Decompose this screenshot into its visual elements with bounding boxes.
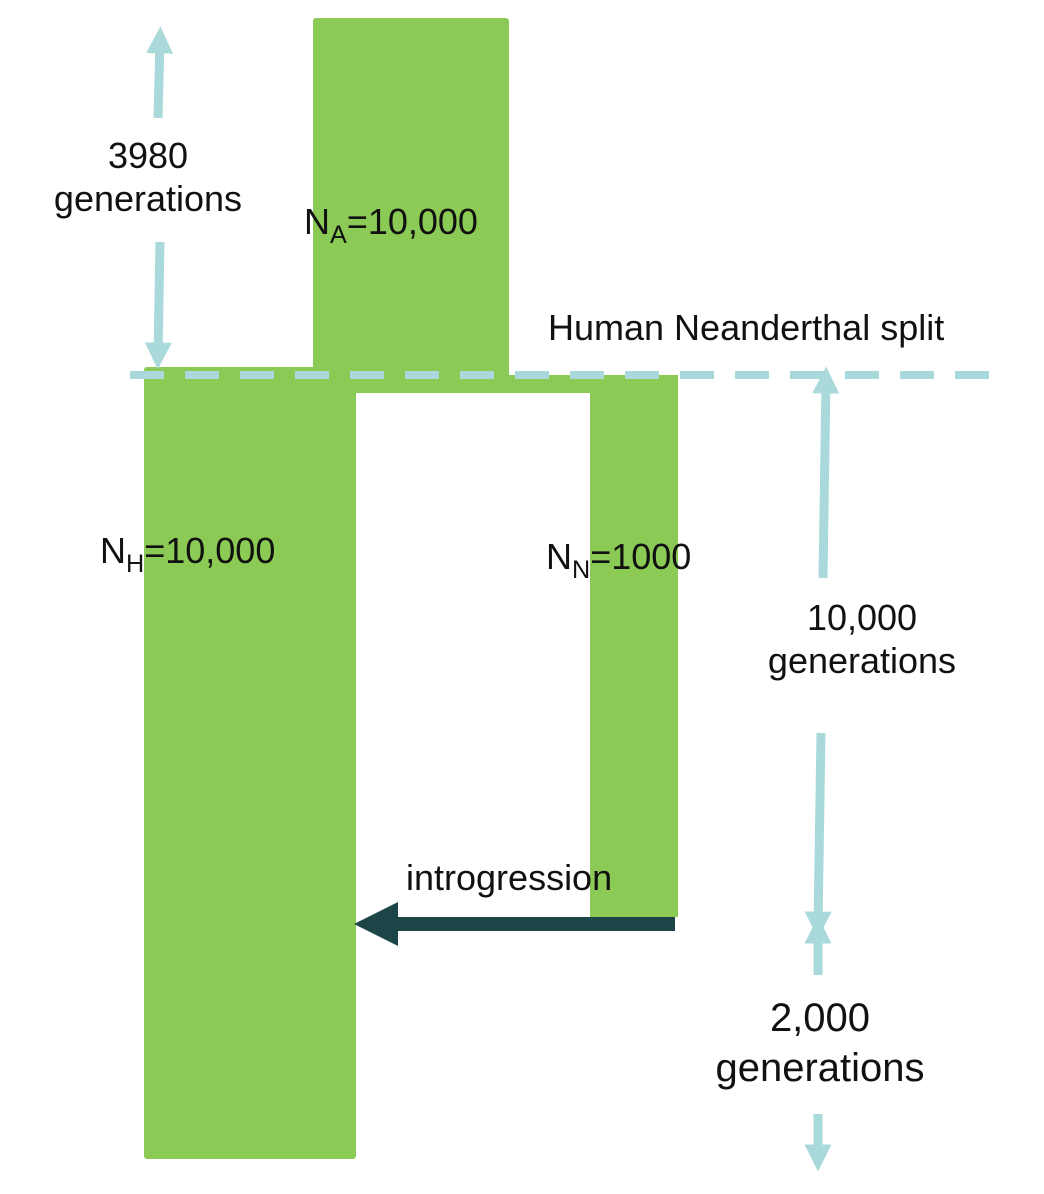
recent-duration-value: 2,000 <box>769 996 871 1040</box>
human-population-label: NH=10,000 <box>100 529 276 578</box>
introgression-label: introgression <box>406 857 613 898</box>
split-duration-value: 10,000 <box>806 597 918 638</box>
ancestral-label-subscript: A <box>330 220 347 249</box>
ancestral-population-block <box>313 18 509 378</box>
human-label-suffix: =10,000 <box>144 530 276 571</box>
neanderthal-label-prefix: N <box>546 536 572 577</box>
human-label-subscript: H <box>126 549 145 578</box>
split-duration-unit: generations <box>767 640 957 682</box>
recent-duration-unit: generations <box>715 1046 925 1090</box>
ancestral-label-prefix: N <box>304 201 330 242</box>
ancestral-population-label: NA=10,000 <box>304 200 478 249</box>
ancestral-duration-value: 3980 <box>107 135 189 176</box>
split-duration-label: 10,000 generations <box>722 596 1002 682</box>
split-connector-block <box>354 375 678 393</box>
introgression-arrow-head <box>354 902 398 946</box>
neanderthal-population-label: NN=1000 <box>546 535 692 584</box>
ancestral-label-suffix: =10,000 <box>346 201 478 242</box>
ancestral-duration-arrow-down <box>144 241 172 370</box>
ancestral-duration-arrow-up <box>146 26 174 119</box>
neanderthal-label-subscript: N <box>572 555 591 584</box>
recent-duration-label: 2,000 generations <box>670 993 970 1093</box>
split-event-label: Human Neanderthal split <box>548 307 945 348</box>
ancestral-duration-label: 3980 generations <box>28 134 268 220</box>
split-duration-arrow-up <box>812 366 840 579</box>
human-label-prefix: N <box>100 530 126 571</box>
split-duration-arrow-down <box>804 732 832 939</box>
neanderthal-population-block <box>590 375 678 917</box>
human-population-block <box>144 367 356 1159</box>
ancestral-duration-unit: generations <box>53 178 243 220</box>
neanderthal-label-suffix: =1000 <box>590 536 692 577</box>
